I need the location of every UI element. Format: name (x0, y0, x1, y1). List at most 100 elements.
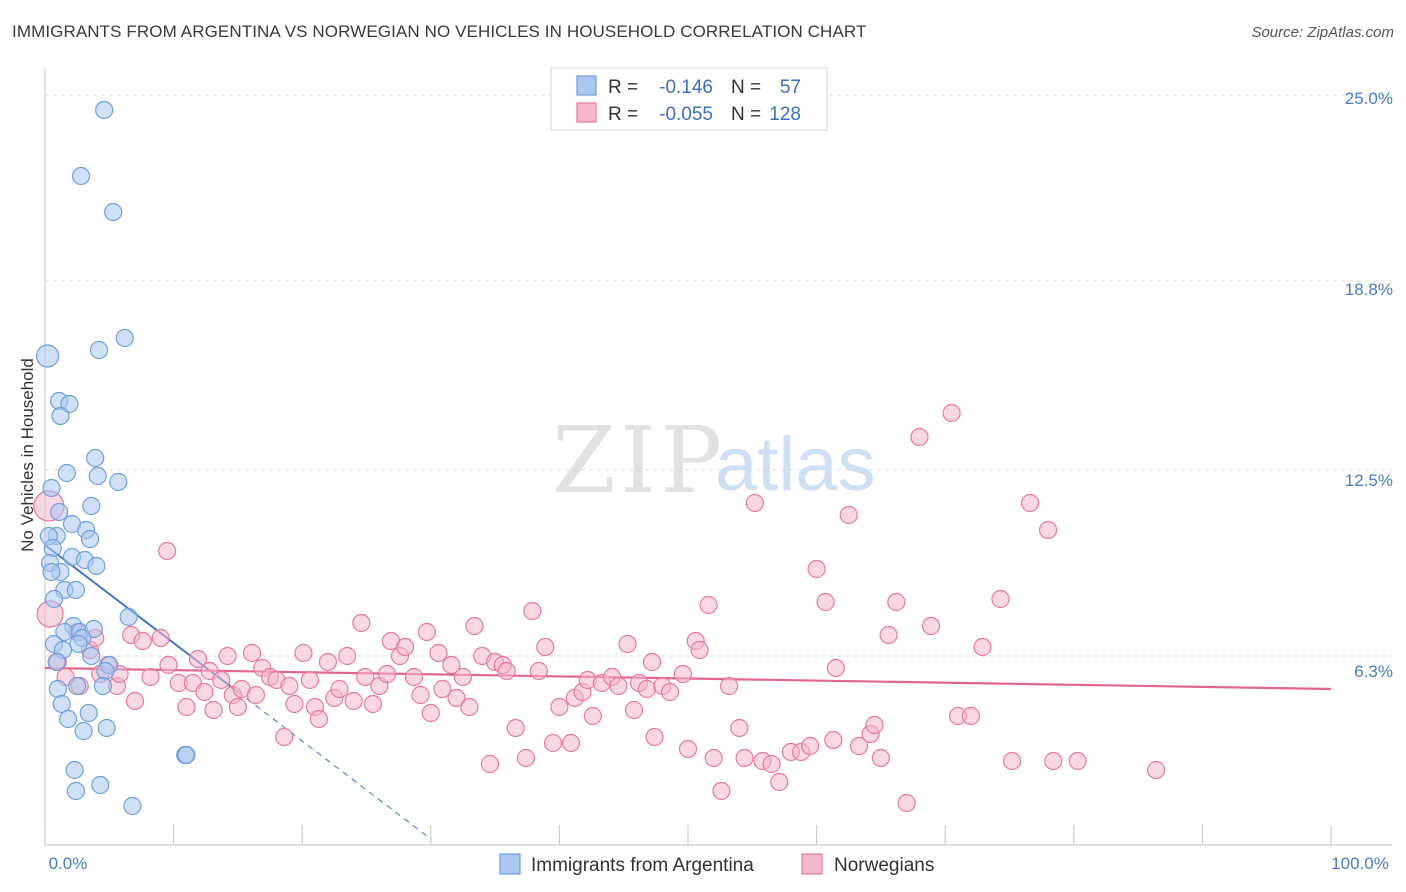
bottom-legend-label-norwegians: Norwegians (834, 855, 934, 876)
data-point (871, 748, 891, 768)
data-point (151, 628, 170, 648)
data-point (59, 709, 78, 729)
data-point (51, 406, 70, 426)
data-point (71, 166, 91, 186)
data-point (158, 541, 177, 561)
argentina-trend-extension (237, 691, 432, 840)
data-point (1044, 751, 1063, 771)
data-point (417, 622, 437, 642)
data-point (97, 718, 116, 738)
data-point (550, 697, 569, 717)
data-point (300, 670, 320, 690)
axes (44, 68, 1392, 846)
data-point (65, 760, 84, 780)
data-point (377, 664, 397, 684)
chart-title: IMMIGRANTS FROM ARGENTINA VS NORWEGIAN N… (12, 22, 867, 41)
data-point (57, 463, 76, 483)
data-point (82, 496, 101, 516)
data-point (66, 781, 85, 801)
data-point (411, 685, 430, 705)
data-point (497, 661, 516, 681)
data-point (395, 637, 415, 657)
data-point (942, 403, 961, 423)
data-point (910, 427, 929, 447)
data-point (624, 700, 644, 720)
data-point (816, 592, 835, 612)
watermark-atlas: atlas (715, 422, 876, 507)
grid-lines (45, 94, 1392, 657)
data-point (141, 667, 160, 687)
data-point (125, 691, 145, 711)
legend-n-label-blue: N = (731, 77, 766, 98)
legend-r-label-pink: R = (608, 104, 643, 125)
data-point (318, 652, 338, 672)
data-point (536, 637, 555, 657)
data-point (1147, 760, 1166, 780)
data-point (195, 682, 214, 702)
legend-r-label-blue: R = (608, 77, 643, 98)
data-point (973, 637, 992, 657)
data-point (921, 616, 941, 636)
data-point (561, 733, 581, 753)
x-tick-label-max: 100.0% (1331, 854, 1389, 873)
data-point (429, 643, 448, 663)
data-point (123, 796, 142, 816)
data-point (47, 652, 66, 672)
data-point (543, 733, 563, 753)
data-point (1038, 520, 1058, 540)
data-point (735, 748, 754, 768)
stats-legend: R = -0.146 N = 57 R = -0.055 N = 128 (550, 67, 828, 131)
data-point (730, 718, 749, 738)
data-point (404, 667, 424, 687)
legend-swatch-pink (576, 102, 597, 123)
data-point (68, 676, 87, 696)
data-point (583, 706, 602, 726)
data-point (89, 340, 109, 360)
y-axis-label: No Vehicles in Household (18, 358, 37, 552)
data-point (285, 694, 304, 714)
data-point (433, 679, 452, 699)
data-point (48, 679, 67, 699)
data-point (824, 730, 843, 750)
data-point (673, 664, 692, 684)
data-point (35, 344, 60, 368)
data-point (115, 328, 134, 348)
data-point (807, 559, 826, 579)
argentina-points (35, 100, 196, 816)
data-point (218, 646, 237, 666)
data-point (1020, 493, 1040, 513)
data-point (770, 772, 789, 792)
watermark-zip: ZIP (552, 407, 726, 514)
data-point (294, 643, 313, 663)
data-point (74, 721, 93, 741)
data-point (66, 580, 85, 600)
legend-n-value-pink: 128 (769, 104, 801, 125)
data-point (745, 493, 764, 513)
y-tick-label: 25.0% (1345, 89, 1393, 108)
data-point (42, 478, 61, 498)
data-point (690, 640, 709, 660)
data-point (330, 679, 349, 699)
data-point (50, 502, 69, 522)
data-point (720, 676, 739, 696)
data-point (609, 676, 628, 696)
data-point (879, 625, 898, 645)
bottom-legend-swatch-pink (801, 853, 823, 875)
data-point (246, 685, 266, 705)
data-point (618, 634, 637, 654)
data-point (442, 655, 461, 675)
data-point (177, 697, 196, 717)
data-point (447, 688, 466, 708)
data-point (529, 661, 548, 681)
data-point (87, 556, 106, 576)
data-point (699, 595, 718, 615)
data-point (95, 100, 114, 120)
data-point (460, 697, 479, 717)
data-point (228, 697, 247, 717)
data-point (465, 616, 484, 636)
series-legend: Immigrants from Argentina Norwegians (499, 853, 934, 876)
y-tick-label: 18.8% (1345, 280, 1393, 299)
data-point (421, 703, 440, 723)
data-point (645, 727, 664, 747)
